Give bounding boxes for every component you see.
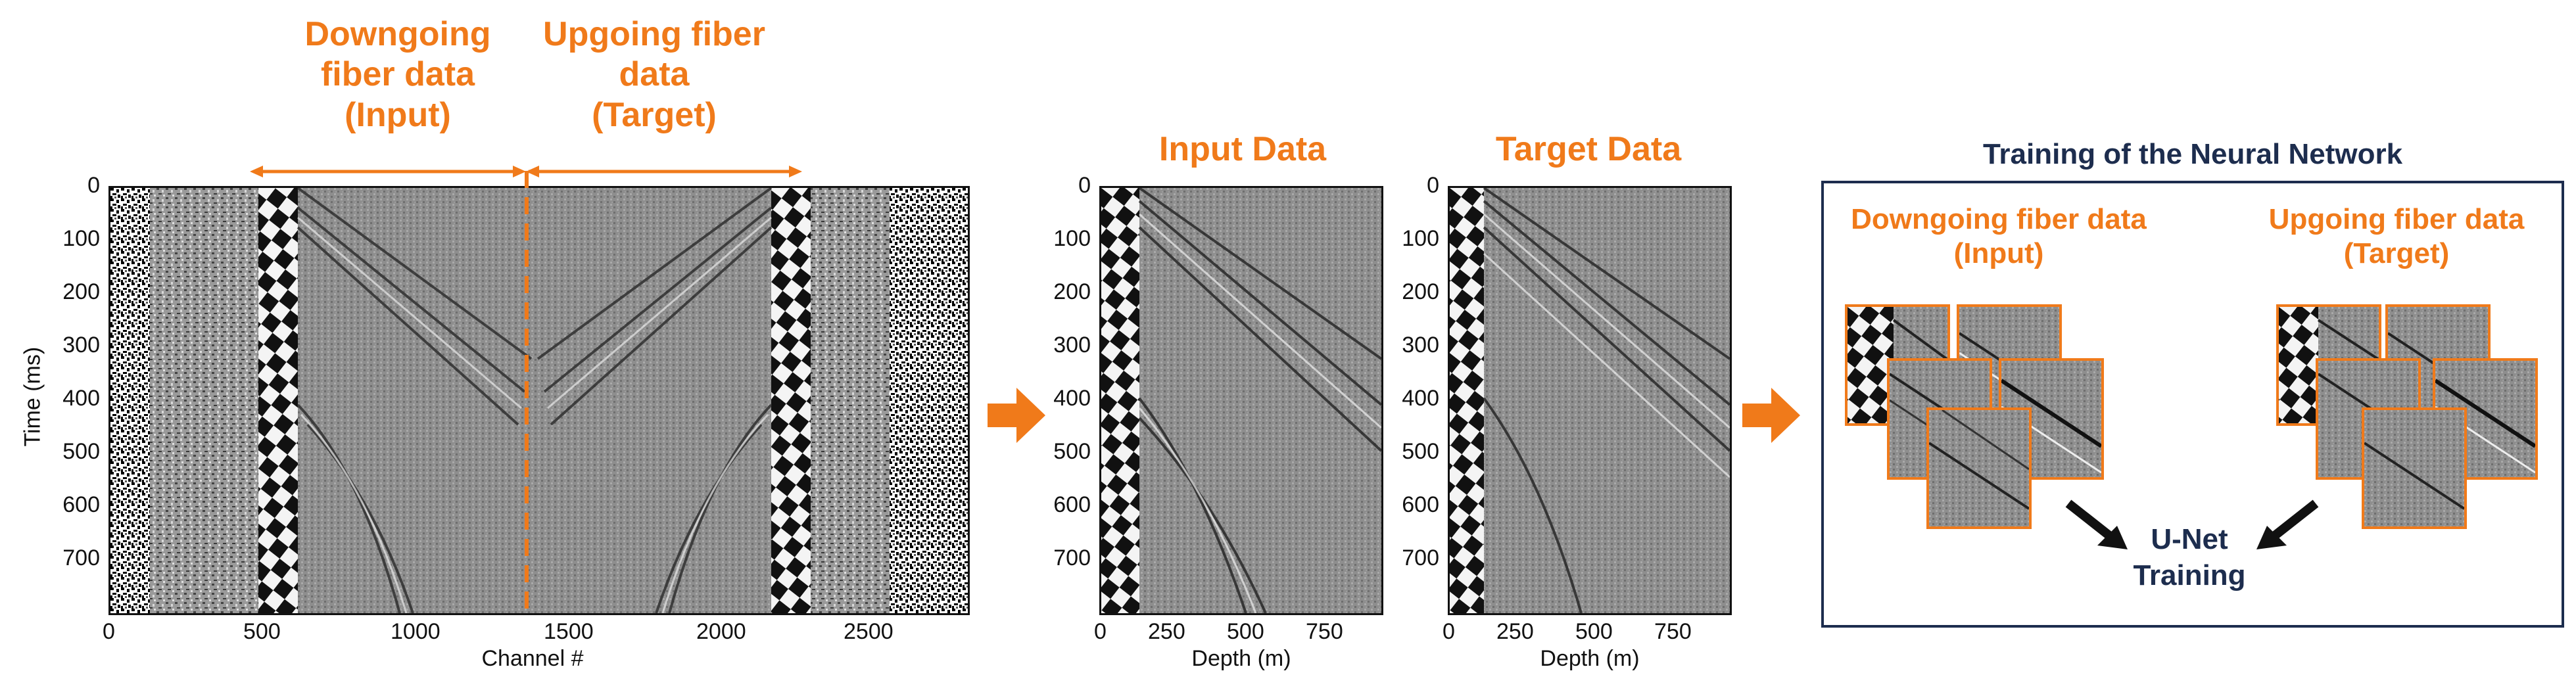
orange-right-arrow-icon (1742, 388, 1800, 443)
y-tick: 200 (1402, 279, 1439, 304)
x-tick: 500 (1575, 619, 1613, 644)
x-tick: 2500 (844, 619, 894, 644)
y-tick: 0 (1427, 173, 1439, 198)
x-tick: 0 (103, 619, 115, 644)
label-line: Upgoing fiber data (2268, 203, 2525, 235)
black-diagonal-arrow-icon (2065, 499, 2128, 549)
y-tick: 700 (1402, 545, 1439, 570)
x-tick: 0 (1094, 619, 1107, 644)
y-tick: 300 (1053, 333, 1091, 358)
target-y-ticks: 0 100 200 300 400 500 600 700 (1379, 173, 1444, 615)
y-tick: 200 (1053, 279, 1091, 304)
training-target-label: Upgoing fiber data (Target) (2235, 202, 2558, 271)
y-tick: 200 (62, 279, 100, 304)
title-line: (Input) (345, 95, 451, 134)
y-tick: 600 (62, 492, 100, 517)
main-seismic-panel (108, 186, 970, 615)
y-tick: 500 (1053, 439, 1091, 464)
y-tick: 100 (1053, 226, 1091, 251)
seismic-image (110, 188, 968, 613)
training-input-label: Downgoing fiber data (Input) (1828, 202, 2170, 271)
target-data-title: Target Data (1495, 130, 1682, 168)
y-tick: 400 (62, 386, 100, 411)
title-line: fiber data (320, 55, 475, 94)
split-dashed-line (525, 171, 529, 618)
target-x-axis-label: Depth (m) (1540, 646, 1640, 671)
y-tick: 500 (1402, 439, 1439, 464)
y-tick: 300 (62, 333, 100, 358)
label-line: Downgoing fiber data (1851, 203, 2147, 235)
y-tick: 0 (87, 173, 100, 198)
main-x-axis-label: Channel # (481, 646, 584, 671)
label-line: (Target) (2343, 237, 2450, 269)
input-x-axis-label: Depth (m) (1191, 646, 1291, 671)
x-tick: 250 (1148, 619, 1185, 644)
y-tick: 100 (1402, 226, 1439, 251)
segment-span-arrows (250, 166, 802, 177)
downgoing-segment-title: Downgoing fiber data (Input) (276, 14, 519, 135)
input-seismic-panel (1099, 186, 1383, 615)
x-tick: 1500 (544, 619, 594, 644)
training-box (1821, 181, 2564, 628)
x-tick: 500 (243, 619, 281, 644)
y-tick: 600 (1053, 492, 1091, 517)
y-tick: 100 (62, 226, 100, 251)
title-line: data (619, 55, 690, 94)
label-line: Training (2133, 559, 2246, 591)
main-y-ticks: 0 100 200 300 400 500 600 700 (39, 173, 105, 615)
title-line: Downgoing (304, 15, 491, 53)
label-line: U-Net (2151, 523, 2228, 555)
title-line: Upgoing fiber (543, 15, 765, 53)
upgoing-segment-title: Upgoing fiber data (Target) (533, 14, 776, 135)
y-tick: 300 (1402, 333, 1439, 358)
title-line: (Target) (592, 95, 717, 134)
input-y-ticks: 0 100 200 300 400 500 600 700 (1030, 173, 1096, 615)
orange-right-arrow-icon (988, 388, 1045, 443)
black-diagonal-arrow-icon (2256, 499, 2319, 549)
y-tick: 400 (1402, 386, 1439, 411)
y-tick: 500 (62, 439, 100, 464)
seismic-image (1450, 188, 1730, 613)
x-tick: 1000 (391, 619, 441, 644)
y-tick: 0 (1078, 173, 1091, 198)
y-tick: 400 (1053, 386, 1091, 411)
x-tick: 2000 (696, 619, 746, 644)
input-patch-tile (1926, 407, 2032, 529)
y-tick: 700 (1053, 545, 1091, 570)
x-tick: 0 (1443, 619, 1455, 644)
x-tick: 250 (1496, 619, 1534, 644)
x-tick: 500 (1227, 619, 1264, 644)
target-patch-tile (2362, 407, 2467, 529)
x-tick: 750 (1654, 619, 1692, 644)
y-tick: 600 (1402, 492, 1439, 517)
x-tick: 750 (1306, 619, 1343, 644)
label-line: (Input) (1953, 237, 2044, 269)
input-data-title: Input Data (1158, 130, 1327, 168)
main-y-axis-label: Time (ms) (20, 346, 45, 447)
unet-training-label: U-Net Training (2117, 521, 2262, 593)
seismic-image (1101, 188, 1381, 613)
target-seismic-panel (1448, 186, 1732, 615)
training-title: Training of the Neural Network (1982, 138, 2403, 170)
y-tick: 700 (62, 545, 100, 570)
